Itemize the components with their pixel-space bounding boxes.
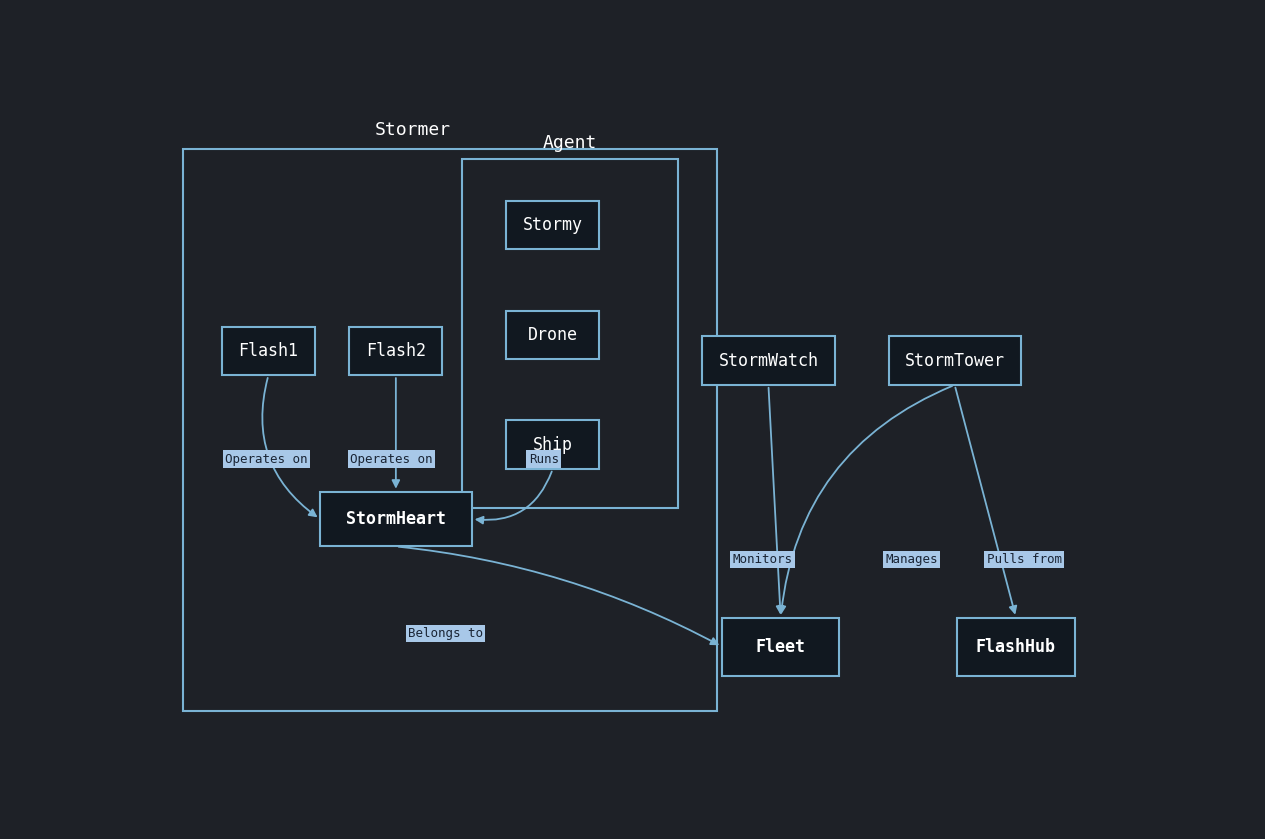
- Text: Belongs to: Belongs to: [409, 628, 483, 640]
- Text: StormTower: StormTower: [904, 352, 1004, 370]
- Text: Runs: Runs: [529, 453, 559, 466]
- Text: Flash2: Flash2: [366, 342, 426, 360]
- FancyBboxPatch shape: [506, 201, 600, 249]
- Text: Pulls from: Pulls from: [987, 553, 1061, 565]
- FancyBboxPatch shape: [349, 327, 443, 375]
- Text: Stormy: Stormy: [522, 216, 583, 234]
- FancyBboxPatch shape: [221, 327, 315, 375]
- Text: Ship: Ship: [533, 435, 573, 454]
- FancyBboxPatch shape: [320, 492, 472, 546]
- Text: Manages: Manages: [886, 553, 939, 565]
- FancyBboxPatch shape: [722, 618, 840, 675]
- Text: StormHeart: StormHeart: [345, 510, 445, 528]
- Text: Operates on: Operates on: [350, 453, 433, 466]
- Text: FlashHub: FlashHub: [977, 638, 1056, 655]
- Text: Operates on: Operates on: [225, 453, 307, 466]
- FancyBboxPatch shape: [958, 618, 1075, 675]
- Text: Stormer: Stormer: [374, 122, 452, 139]
- Text: Agent: Agent: [543, 134, 597, 153]
- Text: Drone: Drone: [528, 326, 578, 344]
- Text: Fleet: Fleet: [755, 638, 806, 655]
- Text: Flash1: Flash1: [238, 342, 299, 360]
- FancyBboxPatch shape: [506, 310, 600, 359]
- FancyBboxPatch shape: [888, 336, 1021, 385]
- Text: Monitors: Monitors: [732, 553, 793, 565]
- FancyBboxPatch shape: [506, 420, 600, 469]
- Text: StormWatch: StormWatch: [719, 352, 818, 370]
- FancyBboxPatch shape: [702, 336, 835, 385]
